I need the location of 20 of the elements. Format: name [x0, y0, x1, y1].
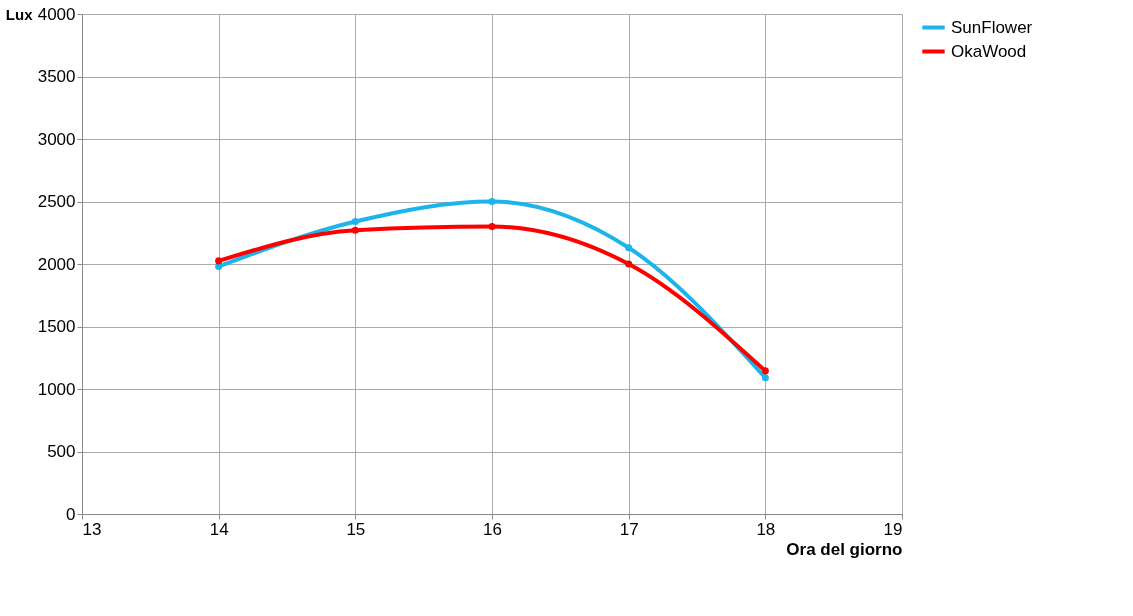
x-tick-label: 19 [883, 519, 903, 539]
y-tick-label: 500 [47, 442, 76, 461]
legend-label: OkaWood [951, 41, 1027, 61]
x-tick-label: 17 [619, 519, 639, 539]
y-tick-label: 2000 [37, 254, 76, 274]
y-axis-title: Lux [5, 5, 34, 23]
y-tick-label: 4000 [37, 4, 76, 24]
x-tick-label: 15 [346, 519, 366, 539]
y-tick-label: 3000 [37, 129, 76, 149]
y-tick-label: 1500 [37, 317, 76, 336]
y-tick-label: 0 [66, 504, 76, 524]
x-tick-label: 14 [209, 519, 229, 539]
x-tick-label: 13 [82, 519, 102, 539]
y-tick-label: 3500 [37, 67, 76, 86]
x-axis-title: Ora del giorno [786, 539, 903, 559]
y-tick-label: 1000 [37, 379, 76, 399]
legend-label: SunFlower [951, 17, 1033, 37]
x-tick-label: 16 [483, 519, 502, 539]
y-tick-label: 2500 [37, 192, 76, 211]
x-tick-label: 18 [756, 519, 776, 539]
